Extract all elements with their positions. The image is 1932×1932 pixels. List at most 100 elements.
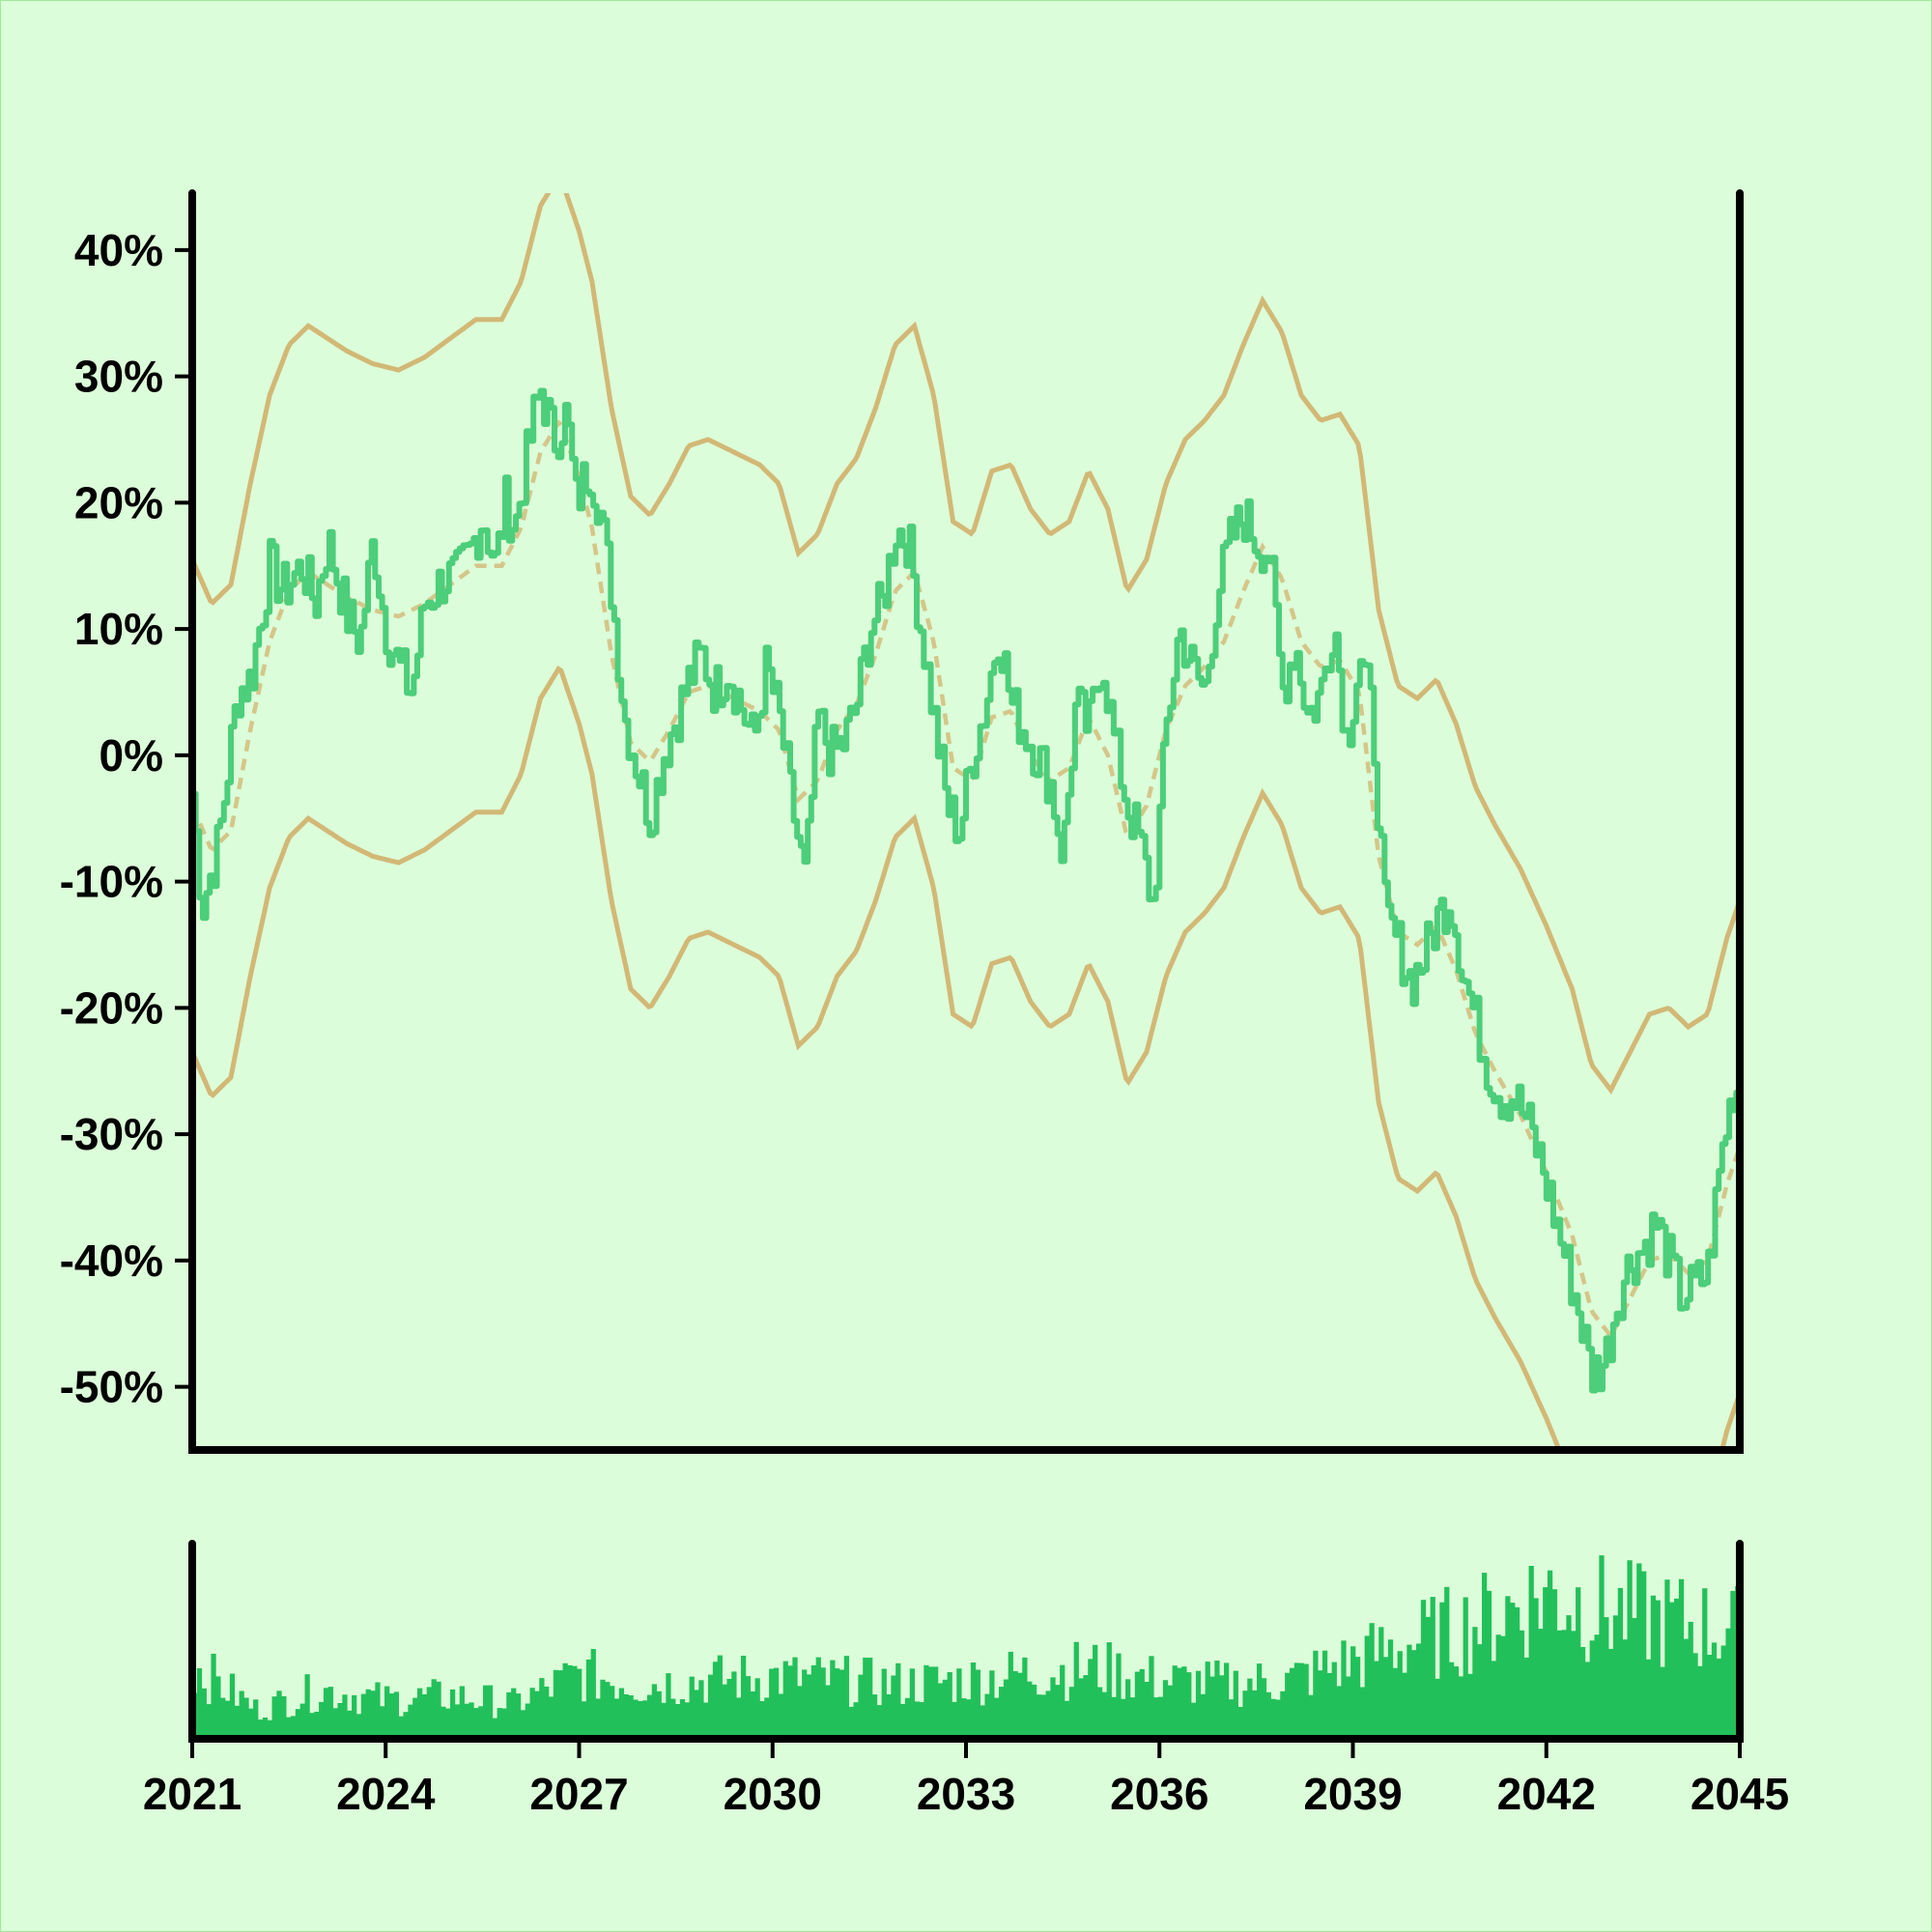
volume-bar: [731, 1671, 737, 1739]
volume-bar: [1068, 1687, 1075, 1739]
volume-bar: [1088, 1659, 1094, 1739]
volume-bar: [610, 1686, 615, 1739]
volume-bar: [1556, 1630, 1562, 1739]
volume-bar: [319, 1701, 325, 1739]
y-tick-label: -20%: [60, 982, 163, 1033]
volume-bar: [1191, 1702, 1197, 1739]
volume-bar: [403, 1712, 409, 1739]
volume-bar: [1275, 1699, 1281, 1739]
volume-bar: [1505, 1596, 1511, 1739]
volume-bar: [600, 1679, 606, 1739]
volume-bar: [520, 1710, 526, 1739]
volume-bar: [1270, 1698, 1276, 1739]
price-axis-frame: [188, 189, 1744, 1454]
volume-bar: [933, 1666, 939, 1739]
volume-bar: [239, 1690, 244, 1739]
volume-bar: [215, 1676, 221, 1739]
volume-bar: [355, 1714, 362, 1739]
volume-bar: [1298, 1662, 1304, 1739]
volume-bar: [998, 1687, 1005, 1739]
volume-bar: [459, 1686, 465, 1739]
volume-bar: [1566, 1615, 1572, 1739]
volume-bar: [1121, 1698, 1126, 1739]
x-tick-label: 2033: [917, 1769, 1015, 1819]
volume-bar: [689, 1676, 695, 1739]
volume-bar: [1632, 1617, 1637, 1739]
volume-bar: [1017, 1672, 1023, 1739]
volume-bar: [577, 1668, 582, 1739]
volume-bar: [370, 1690, 376, 1739]
volume-bar: [661, 1702, 667, 1739]
volume-bar: [553, 1669, 559, 1739]
volume-bar: [708, 1674, 714, 1739]
volume-bar: [722, 1684, 727, 1739]
volume-bar: [1073, 1641, 1079, 1739]
volume-bar: [1219, 1675, 1225, 1739]
volume-bar: [914, 1701, 920, 1739]
volume-bar: [365, 1689, 371, 1739]
volume-bar: [1149, 1656, 1154, 1739]
volume-bar: [1604, 1617, 1609, 1739]
volume-bar: [388, 1693, 395, 1739]
volume-bar: [1374, 1661, 1379, 1739]
volume-bar: [211, 1653, 216, 1739]
volume-bar: [1101, 1691, 1108, 1739]
volume-bar: [1162, 1680, 1169, 1739]
volume-bar: [1692, 1653, 1698, 1739]
volume-bar: [1416, 1643, 1422, 1739]
volume-bar: [1472, 1627, 1478, 1739]
volume-bar: [1012, 1671, 1018, 1739]
y-tick-label: 10%: [74, 604, 163, 654]
volume-bar: [1528, 1566, 1534, 1739]
volume-bar: [1571, 1631, 1577, 1739]
volume-bar: [534, 1690, 540, 1739]
volume-bar: [1313, 1650, 1319, 1739]
volume-bar: [1449, 1662, 1455, 1739]
volume-bar: [759, 1701, 765, 1739]
volume-bar: [994, 1697, 1000, 1739]
volume-bar: [1430, 1597, 1435, 1739]
volume-bar: [445, 1708, 451, 1739]
volume-bar: [1387, 1639, 1394, 1739]
volume-bar: [858, 1674, 864, 1739]
volume-bar: [810, 1664, 817, 1739]
volume-bar: [909, 1668, 915, 1739]
volume-bar: [1599, 1555, 1605, 1739]
x-tick-label: 2024: [336, 1769, 436, 1819]
volume-bar: [1547, 1570, 1553, 1739]
volume-bar: [1453, 1666, 1460, 1739]
volume-bar: [1383, 1657, 1389, 1739]
volume-bar: [1397, 1651, 1403, 1739]
x-tick-label: 2036: [1110, 1769, 1208, 1819]
volume-bar: [1576, 1587, 1581, 1739]
volume-bar: [830, 1660, 836, 1739]
volume-bar: [895, 1662, 901, 1739]
volume-bar: [1134, 1671, 1141, 1739]
y-tick-label: 0%: [99, 730, 163, 781]
volume-bar: [271, 1696, 277, 1739]
volume-bar: [276, 1690, 282, 1739]
volume-bar: [984, 1693, 990, 1739]
volume-bar: [651, 1684, 657, 1739]
volume-bar: [220, 1697, 226, 1739]
volume-bar: [618, 1688, 625, 1739]
volume-bar: [290, 1716, 297, 1739]
volume-bar: [881, 1668, 887, 1739]
volume-bar: [1627, 1560, 1633, 1739]
volume-bar: [323, 1688, 329, 1739]
volume-bar: [802, 1669, 808, 1739]
volume-bar: [835, 1668, 840, 1739]
volume-bar: [825, 1685, 831, 1739]
volume-bar: [1617, 1587, 1624, 1739]
x-tick-label: 2042: [1497, 1769, 1596, 1819]
volume-bar: [1551, 1589, 1558, 1739]
volume-bar: [876, 1705, 883, 1739]
volume-bar: [595, 1698, 601, 1739]
volume-panel: [192, 1555, 1741, 1739]
volume-bar: [1200, 1693, 1206, 1739]
volume-bar: [352, 1694, 357, 1739]
volume-bar: [1036, 1694, 1042, 1739]
volume-bar: [511, 1688, 517, 1739]
lower-band-line: [192, 666, 1740, 1450]
